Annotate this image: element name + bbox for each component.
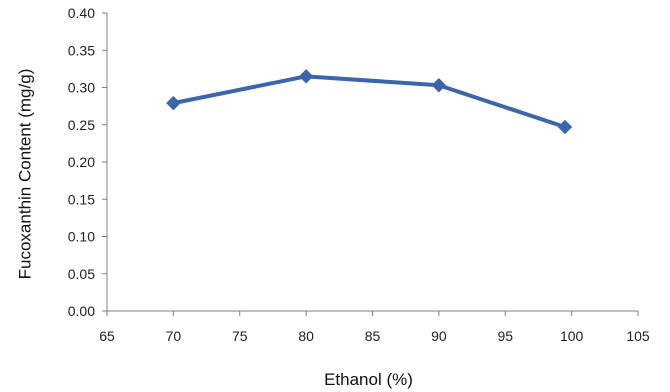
x-tick-label: 100: [560, 328, 584, 344]
data-point-marker: [166, 95, 181, 111]
x-tick-label: 75: [232, 328, 248, 344]
data-point-marker: [557, 119, 573, 135]
x-axis-title: Ethanol (%): [324, 370, 413, 389]
y-tick-label: 0.35: [68, 42, 95, 58]
data-point-marker: [298, 69, 314, 84]
x-tick-label: 105: [626, 328, 650, 344]
y-tick-label: 0.10: [68, 229, 95, 245]
x-tick-label: 80: [298, 328, 314, 344]
series-line: [171, 74, 567, 129]
series-lines: [171, 74, 567, 129]
y-axis-title: Fucoxanthin Content (mg/g): [15, 69, 34, 280]
x-axis-ticks: 65 70 75 80 85 90 95 100 105: [99, 311, 650, 344]
y-tick-label: 0.30: [68, 80, 95, 96]
x-tick-label: 85: [365, 328, 381, 344]
y-axis-ticks: 0.00 0.05 0.10 0.15 0.20 0.25 0.30 0.35 0.40: [68, 5, 107, 319]
x-tick-label: 95: [497, 328, 513, 344]
data-point-marker: [431, 78, 447, 93]
x-tick-label: 70: [166, 328, 182, 344]
series-markers: [166, 69, 573, 135]
y-tick-label: 0.25: [68, 117, 95, 133]
y-tick-label: 0.00: [68, 303, 95, 319]
y-tick-label: 0.15: [68, 191, 95, 207]
y-tick-label: 0.20: [68, 154, 95, 170]
y-tick-label: 0.05: [68, 266, 95, 282]
x-tick-label: 65: [99, 328, 115, 344]
x-tick-label: 90: [431, 328, 447, 344]
y-tick-label: 0.40: [68, 5, 95, 21]
